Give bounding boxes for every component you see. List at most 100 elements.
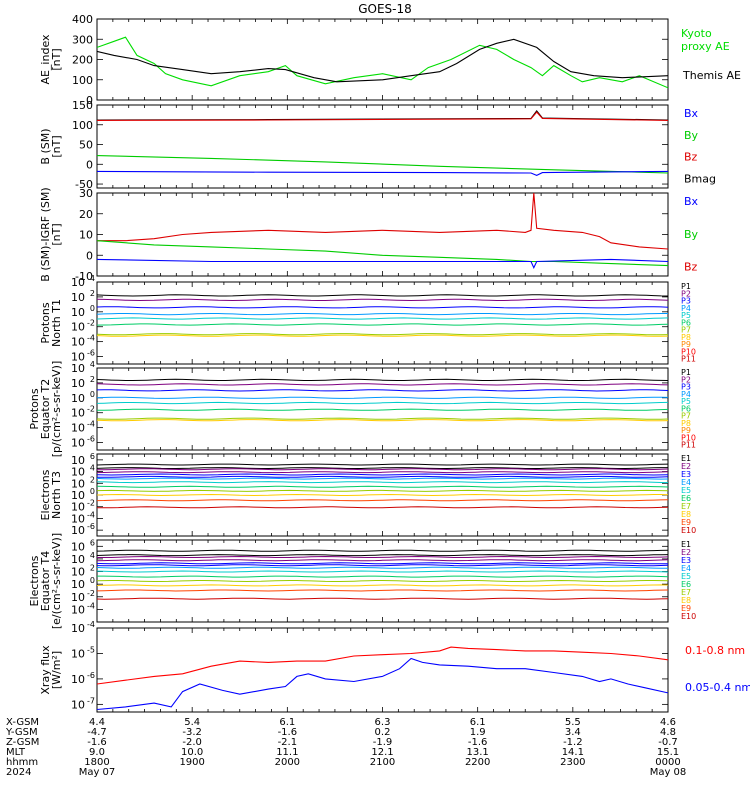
axis-cell: -2.1 xyxy=(278,737,298,748)
series-p5 xyxy=(97,317,668,320)
axis-cell: 4.4 xyxy=(89,717,105,728)
series-p8 xyxy=(97,419,668,422)
series-e9 xyxy=(97,589,668,592)
legend-item: E1 xyxy=(681,540,691,549)
axis-row-label: Y-GSM xyxy=(5,727,38,738)
legend-item: proxy AE xyxy=(681,40,730,53)
axis-cell: May 08 xyxy=(650,767,687,778)
y-tick-exponent: -6 xyxy=(87,671,95,680)
legend-item: Kyoto xyxy=(681,27,712,40)
legend-item: P4 xyxy=(681,304,691,313)
legend-item: P3 xyxy=(681,297,691,306)
series-themis-ae xyxy=(97,38,668,83)
series-p1 xyxy=(97,294,668,297)
axis-cell: 1900 xyxy=(179,757,204,768)
y-axis-label: AE_index xyxy=(39,34,52,85)
legend-item: E3 xyxy=(681,470,691,479)
series-e6 xyxy=(97,485,668,488)
y-tick-exponent: 0 xyxy=(90,304,95,313)
series-bz xyxy=(97,111,668,121)
axis-cell: 4.6 xyxy=(660,717,676,728)
axis-cell: 11.1 xyxy=(276,747,298,758)
axis-cell: 2200 xyxy=(465,757,490,768)
y-tick-exponent: 4 xyxy=(90,464,95,473)
axis-cell: -4.7 xyxy=(87,727,107,738)
y-tick-exponent: -4 xyxy=(87,601,95,610)
axis-cell: 3.4 xyxy=(565,727,581,738)
y-tick-label: 10 xyxy=(71,501,85,514)
y-tick-label: 10 xyxy=(71,591,85,604)
y-tick-label: 10 xyxy=(71,553,85,566)
series-e8 xyxy=(97,493,668,497)
y-tick-label: 10 xyxy=(71,407,85,420)
series-p7 xyxy=(97,417,668,420)
legend-item: 0.1-0.8 nm xyxy=(685,644,745,657)
axis-cell: -1.6 xyxy=(468,737,488,748)
y-tick-label: 10 xyxy=(71,578,85,591)
y-tick-label: 20 xyxy=(79,208,93,221)
legend-item: By xyxy=(684,129,699,142)
legend-item: Themis AE xyxy=(682,69,741,82)
series-e1 xyxy=(97,549,668,552)
legend-item: By xyxy=(684,228,699,241)
series-p4 xyxy=(97,313,668,316)
axis-cell: -0.7 xyxy=(658,737,678,748)
series-p2 xyxy=(97,298,668,302)
legend: Bx By Bz xyxy=(684,195,699,274)
series-e7 xyxy=(97,489,668,492)
axis-cell: 1800 xyxy=(84,757,109,768)
series-group xyxy=(97,36,668,89)
y-axis-label: [nT] xyxy=(50,135,63,157)
y-tick-exponent: -4 xyxy=(87,334,95,343)
y-tick-label: 10 xyxy=(71,276,85,289)
legend-item: E10 xyxy=(681,612,696,621)
y-tick-exponent: 0 xyxy=(90,390,95,399)
axis-cell: May 07 xyxy=(79,767,116,778)
y-tick-label: 10 xyxy=(71,698,85,711)
y-axis-label: Equator T4 xyxy=(39,551,52,611)
series-e5 xyxy=(97,570,668,573)
series-p3 xyxy=(97,306,668,309)
y-tick-exponent: -4 xyxy=(87,420,95,429)
axis-cell: 6.1 xyxy=(470,717,486,728)
series-p8 xyxy=(97,334,668,337)
y-tick-label: 0 xyxy=(86,94,93,107)
series-e10 xyxy=(97,597,668,600)
axis-cell: 6.1 xyxy=(279,717,295,728)
axis-cell: 1.9 xyxy=(470,727,486,738)
legend-item: P1 xyxy=(681,368,691,377)
legend-item: Bz xyxy=(684,151,698,164)
y-axis-label: North T1 xyxy=(50,299,63,347)
y-tick-exponent: 6 xyxy=(90,452,95,461)
legend-item: P2 xyxy=(681,375,691,384)
y-tick-label: 10 xyxy=(71,566,85,579)
y-tick-label: 0 xyxy=(86,158,93,171)
legend-item: Bx xyxy=(684,195,699,208)
axis-row-label: 2024 xyxy=(6,767,31,778)
y-tick-exponent: -4 xyxy=(87,510,95,519)
y-tick-exponent: -6 xyxy=(87,522,95,531)
y-tick-label: 300 xyxy=(72,33,93,46)
y-tick-label: 10 xyxy=(71,477,85,490)
y-axis-label: Electrons xyxy=(39,469,52,520)
series-e3 xyxy=(97,475,668,478)
y-tick-label: 10 xyxy=(71,647,85,660)
y-axis-label: Protons xyxy=(28,388,41,429)
y-tick-label: 0 xyxy=(86,249,93,262)
legend-item: P5 xyxy=(681,311,691,320)
legend-item: P11 xyxy=(681,355,696,364)
legend-item: Bx xyxy=(684,107,699,120)
axis-cell: 12.1 xyxy=(371,747,393,758)
legend-item: E5 xyxy=(681,486,691,495)
y-tick-exponent: -2 xyxy=(87,405,95,414)
y-axis-label: [e/(cm²-s-sr-keV)] xyxy=(50,533,63,629)
series-e6 xyxy=(97,575,668,578)
y-tick-exponent: -6 xyxy=(87,435,95,444)
y-tick-exponent: 6 xyxy=(90,538,95,547)
series-e3 xyxy=(97,562,668,565)
y-tick-exponent: 4 xyxy=(90,551,95,560)
